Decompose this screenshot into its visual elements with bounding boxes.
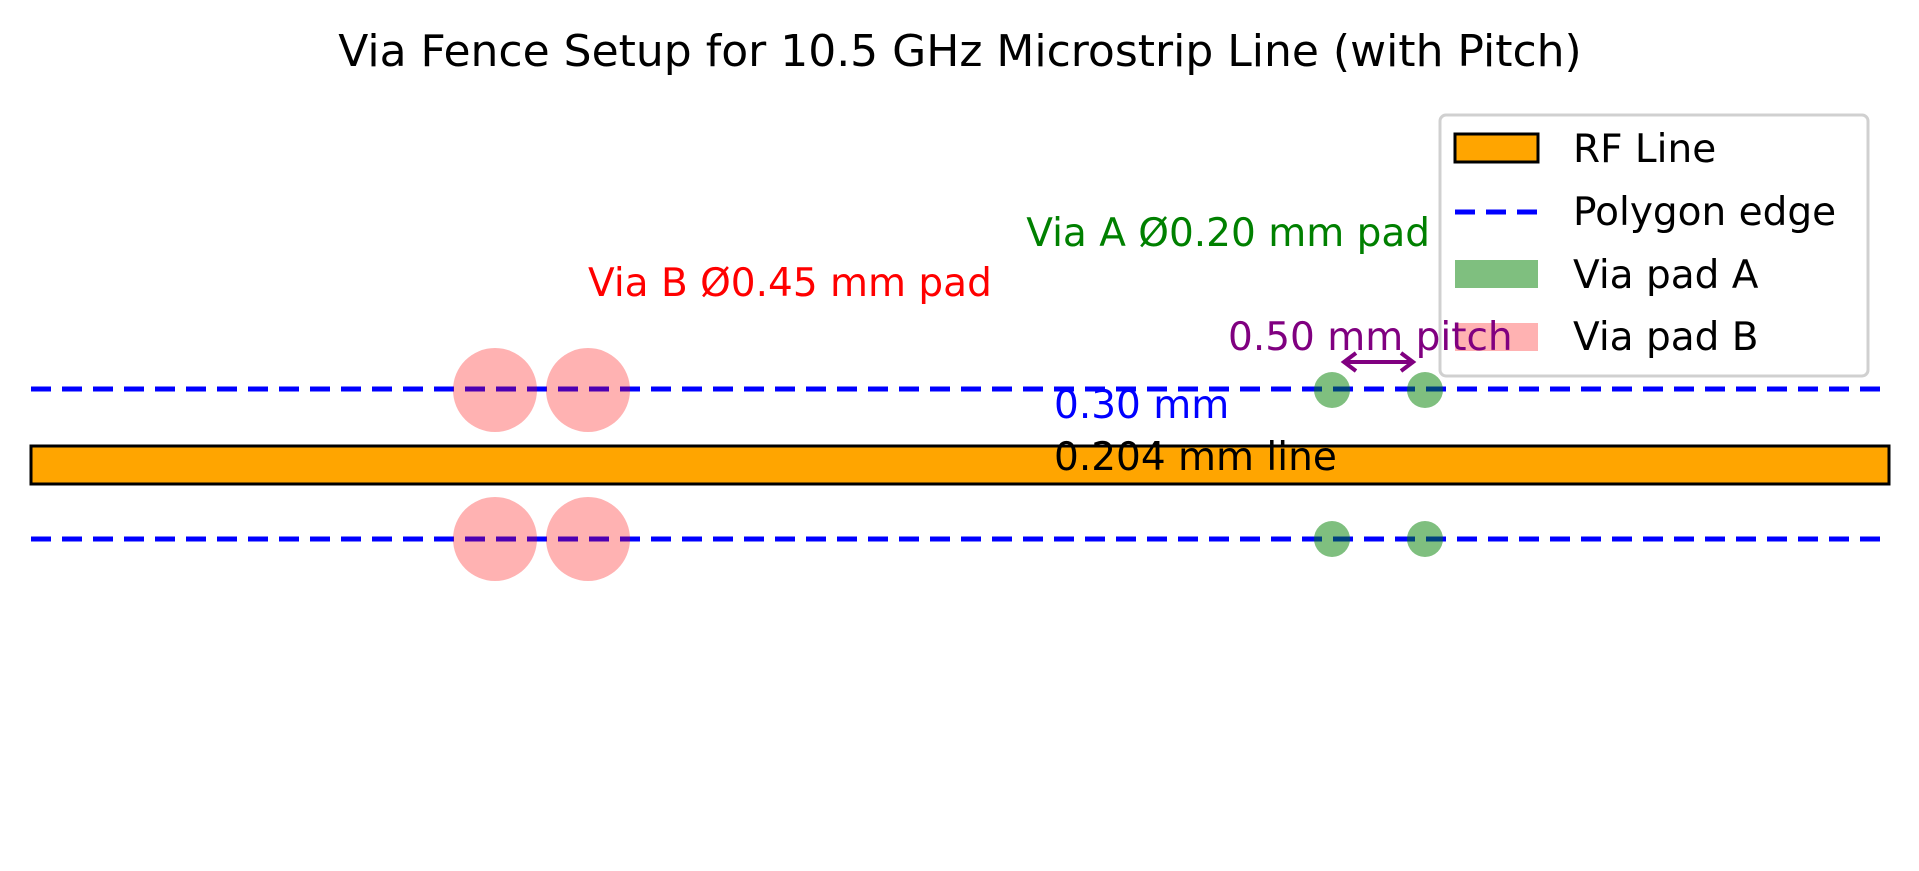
legend-via-b-label: Via pad B bbox=[1573, 315, 1759, 360]
via-pad-b bbox=[546, 497, 630, 581]
pitch-arrow bbox=[1340, 351, 1417, 373]
gap-label: 0.30 mm bbox=[1054, 383, 1229, 428]
legend-polygon-edge-label: Polygon edge bbox=[1573, 190, 1836, 235]
via-pad-a bbox=[1314, 372, 1350, 408]
via-pad-b bbox=[453, 497, 537, 581]
via-pad-a bbox=[1314, 521, 1350, 557]
rf-line bbox=[29, 444, 1891, 486]
legend-frame bbox=[1438, 113, 1870, 378]
legend: RF Line Polygon edge Via pad A Via pad B bbox=[1438, 113, 1870, 378]
legend-rf-line-swatch bbox=[1453, 132, 1540, 164]
legend-via-a-label: Via pad A bbox=[1573, 253, 1759, 298]
via-pad-a bbox=[1407, 521, 1443, 557]
diagram-title: Via Fence Setup for 10.5 GHz Microstrip … bbox=[338, 26, 1581, 77]
via-a-label: Via A Ø0.20 mm pad bbox=[1026, 211, 1430, 256]
legend-via-b-swatch bbox=[1455, 323, 1538, 351]
line-width-label: 0.204 mm line bbox=[1054, 435, 1337, 480]
via-b-label: Via B Ø0.45 mm pad bbox=[588, 261, 992, 306]
legend-rf-line-label: RF Line bbox=[1573, 127, 1716, 172]
pitch-label: 0.50 mm pitch bbox=[1228, 315, 1513, 360]
legend-via-a-swatch bbox=[1455, 260, 1538, 288]
via-pad-b bbox=[453, 348, 537, 432]
via-pad-a bbox=[1407, 372, 1443, 408]
via-pad-b bbox=[546, 348, 630, 432]
